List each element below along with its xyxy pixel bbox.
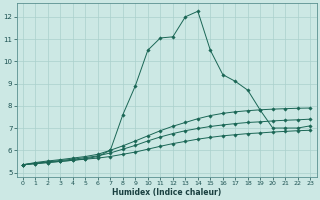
X-axis label: Humidex (Indice chaleur): Humidex (Indice chaleur) — [112, 188, 221, 197]
